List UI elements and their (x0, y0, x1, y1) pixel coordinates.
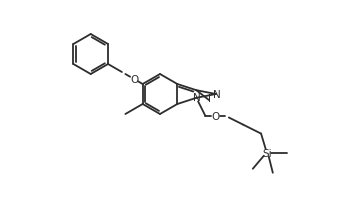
Text: I: I (209, 94, 211, 103)
Text: Si: Si (262, 148, 272, 158)
Text: N: N (213, 89, 220, 100)
Text: O: O (130, 75, 138, 85)
Text: N: N (193, 93, 201, 103)
Text: O: O (211, 111, 219, 121)
